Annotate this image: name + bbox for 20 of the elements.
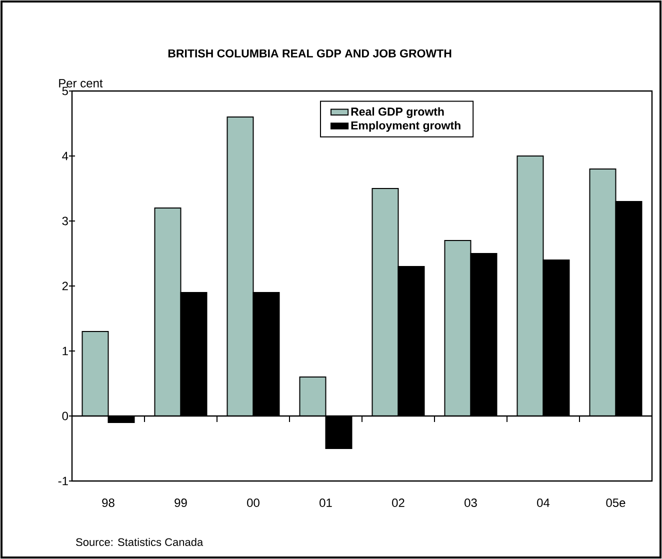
x-tick-label: 98 — [102, 498, 114, 508]
x-tick-label: 05e — [606, 498, 626, 508]
y-tick-label: 5 — [62, 86, 68, 96]
y-axis-title: Per cent — [59, 79, 103, 88]
x-tick-label: 00 — [247, 498, 260, 508]
x-tick-label: 99 — [174, 498, 187, 508]
y-tick-label: 2 — [62, 282, 68, 290]
x-tick-label: 03 — [464, 498, 477, 508]
chart-title: BRITISH COLUMBIA REAL GDP AND JOB GROWTH — [168, 49, 452, 58]
x-tick-label: 01 — [320, 498, 332, 508]
y-tick-label: -1 — [58, 476, 68, 486]
legend-label: Real GDP growth — [351, 107, 444, 118]
y-tick-label: 3 — [62, 216, 68, 226]
legend-label: Employment growth — [351, 121, 460, 132]
x-tick-label: 04 — [537, 498, 550, 508]
y-tick-label: 1 — [62, 346, 68, 356]
source-note: Source: Statistics Canada — [76, 538, 204, 546]
y-tick-label: 0 — [62, 412, 68, 420]
x-tick-label: 02 — [392, 498, 404, 508]
y-tick-label: 4 — [62, 152, 68, 160]
